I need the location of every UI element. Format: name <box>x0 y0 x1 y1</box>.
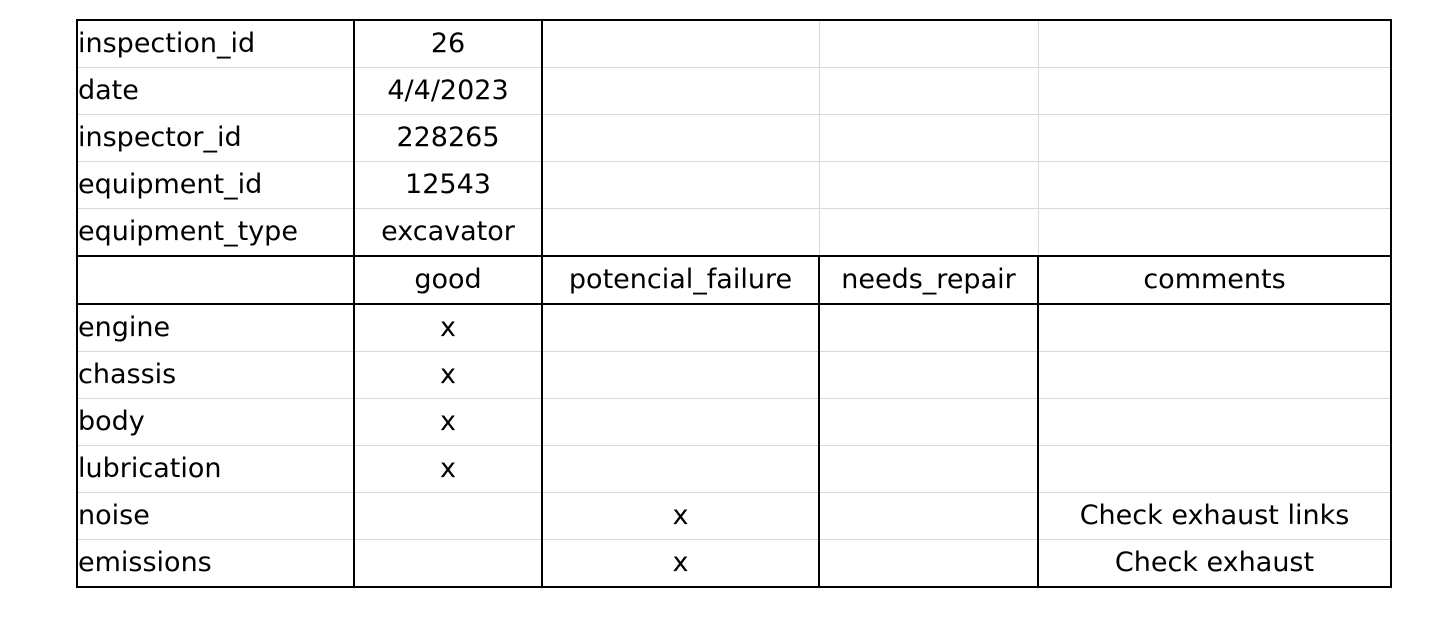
good-mark: x <box>353 351 543 399</box>
good-mark: x <box>353 398 543 446</box>
status-row-chassis: chassis x <box>76 351 1392 399</box>
empty-cell <box>818 208 1039 257</box>
empty-cell <box>1037 67 1392 115</box>
empty-cell <box>818 19 1039 68</box>
component-label: emissions <box>76 539 355 588</box>
needs-repair-mark <box>818 539 1039 588</box>
empty-cell <box>1037 161 1392 209</box>
component-label: body <box>76 398 355 446</box>
status-row-engine: engine x <box>76 303 1392 352</box>
empty-cell <box>541 161 820 209</box>
status-row-emissions: emissions x Check exhaust <box>76 539 1392 588</box>
empty-cell <box>541 114 820 162</box>
empty-cell <box>1037 114 1392 162</box>
inspection-table: inspection_id 26 date 4/4/2023 inspector… <box>76 19 1392 588</box>
meta-label: inspector_id <box>76 114 355 162</box>
empty-cell <box>541 19 820 68</box>
status-row-body: body x <box>76 398 1392 446</box>
meta-value: 4/4/2023 <box>353 67 543 115</box>
header-blank <box>76 255 355 305</box>
status-row-lubrication: lubrication x <box>76 445 1392 493</box>
good-mark: x <box>353 445 543 493</box>
meta-row-date: date 4/4/2023 <box>76 67 1392 115</box>
meta-label: equipment_id <box>76 161 355 209</box>
comment-cell <box>1037 398 1392 446</box>
meta-value: 26 <box>353 19 543 68</box>
empty-cell <box>818 114 1039 162</box>
component-label: noise <box>76 492 355 540</box>
meta-label: inspection_id <box>76 19 355 68</box>
meta-value: excavator <box>353 208 543 257</box>
comment-cell <box>1037 351 1392 399</box>
status-row-noise: noise x Check exhaust links <box>76 492 1392 540</box>
inspection-sheet: inspection_id 26 date 4/4/2023 inspector… <box>76 19 1392 590</box>
comment-cell <box>1037 445 1392 493</box>
empty-cell <box>818 161 1039 209</box>
header-needs-repair: needs_repair <box>818 255 1039 305</box>
comment-cell: Check exhaust links <box>1037 492 1392 540</box>
needs-repair-mark <box>818 303 1039 352</box>
meta-row-inspector-id: inspector_id 228265 <box>76 114 1392 162</box>
empty-cell <box>1037 208 1392 257</box>
empty-cell <box>541 67 820 115</box>
meta-value: 228265 <box>353 114 543 162</box>
meta-row-equipment-id: equipment_id 12543 <box>76 161 1392 209</box>
comment-cell: Check exhaust <box>1037 539 1392 588</box>
meta-value: 12543 <box>353 161 543 209</box>
potential-failure-mark: x <box>541 539 820 588</box>
potential-failure-mark <box>541 351 820 399</box>
empty-cell <box>818 67 1039 115</box>
meta-row-inspection-id: inspection_id 26 <box>76 19 1392 68</box>
empty-cell <box>541 208 820 257</box>
meta-row-equipment-type: equipment_type excavator <box>76 208 1392 257</box>
needs-repair-mark <box>818 445 1039 493</box>
potential-failure-mark <box>541 303 820 352</box>
needs-repair-mark <box>818 351 1039 399</box>
needs-repair-mark <box>818 492 1039 540</box>
potential-failure-mark <box>541 398 820 446</box>
header-good: good <box>353 255 543 305</box>
status-header-row: good potencial_failure needs_repair comm… <box>76 255 1392 305</box>
header-comments: comments <box>1037 255 1392 305</box>
component-label: engine <box>76 303 355 352</box>
component-label: chassis <box>76 351 355 399</box>
good-mark: x <box>353 303 543 352</box>
comment-cell <box>1037 303 1392 352</box>
meta-label: equipment_type <box>76 208 355 257</box>
potential-failure-mark: x <box>541 492 820 540</box>
good-mark <box>353 492 543 540</box>
header-potential-failure: potencial_failure <box>541 255 820 305</box>
empty-cell <box>1037 19 1392 68</box>
component-label: lubrication <box>76 445 355 493</box>
potential-failure-mark <box>541 445 820 493</box>
meta-label: date <box>76 67 355 115</box>
good-mark <box>353 539 543 588</box>
needs-repair-mark <box>818 398 1039 446</box>
